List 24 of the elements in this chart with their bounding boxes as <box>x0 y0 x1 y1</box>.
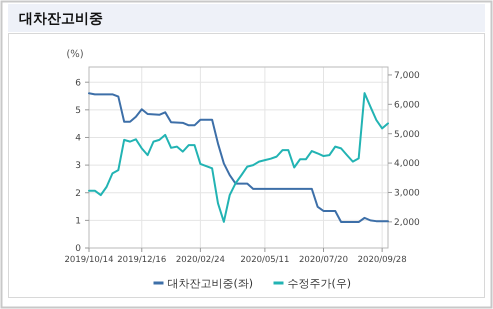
y2-tick-label: 3,000 <box>394 188 420 199</box>
x-tick-label: 2020/05/11 <box>240 255 290 265</box>
y-tick-label: 0 <box>75 244 82 254</box>
y2-tick-label: 4,000 <box>394 159 420 170</box>
y2-tick-label: 7,000 <box>394 71 420 82</box>
y2-tick-label: 6,000 <box>394 100 420 110</box>
y-tick-label: 4 <box>75 134 82 144</box>
y-tick-label: 2 <box>75 188 81 199</box>
y-axis-title: (%) <box>66 49 84 60</box>
x-tick-label: 2020/02/24 <box>176 255 225 265</box>
y-tick-label: 1 <box>75 216 81 227</box>
x-tick-label: 2020/09/28 <box>358 255 407 265</box>
x-tick-label: 2019/12/16 <box>117 255 166 265</box>
legend-label: 수정주가(우) <box>288 276 352 290</box>
y2-tick-label: 2,000 <box>394 218 420 228</box>
y-tick-label: 3 <box>75 161 81 172</box>
x-tick-label: 2019/10/14 <box>64 255 114 265</box>
chart-title: 대차잔고비중 <box>19 11 103 27</box>
line-series <box>88 92 389 224</box>
x-tick-label: 2020/07/20 <box>299 255 348 265</box>
y-tick-label: 6 <box>75 78 82 88</box>
legend-label: 대차잔고비중(좌) <box>168 276 254 290</box>
y2-tick-label: 5,000 <box>394 130 420 140</box>
y-tick-label: 5 <box>75 106 81 116</box>
